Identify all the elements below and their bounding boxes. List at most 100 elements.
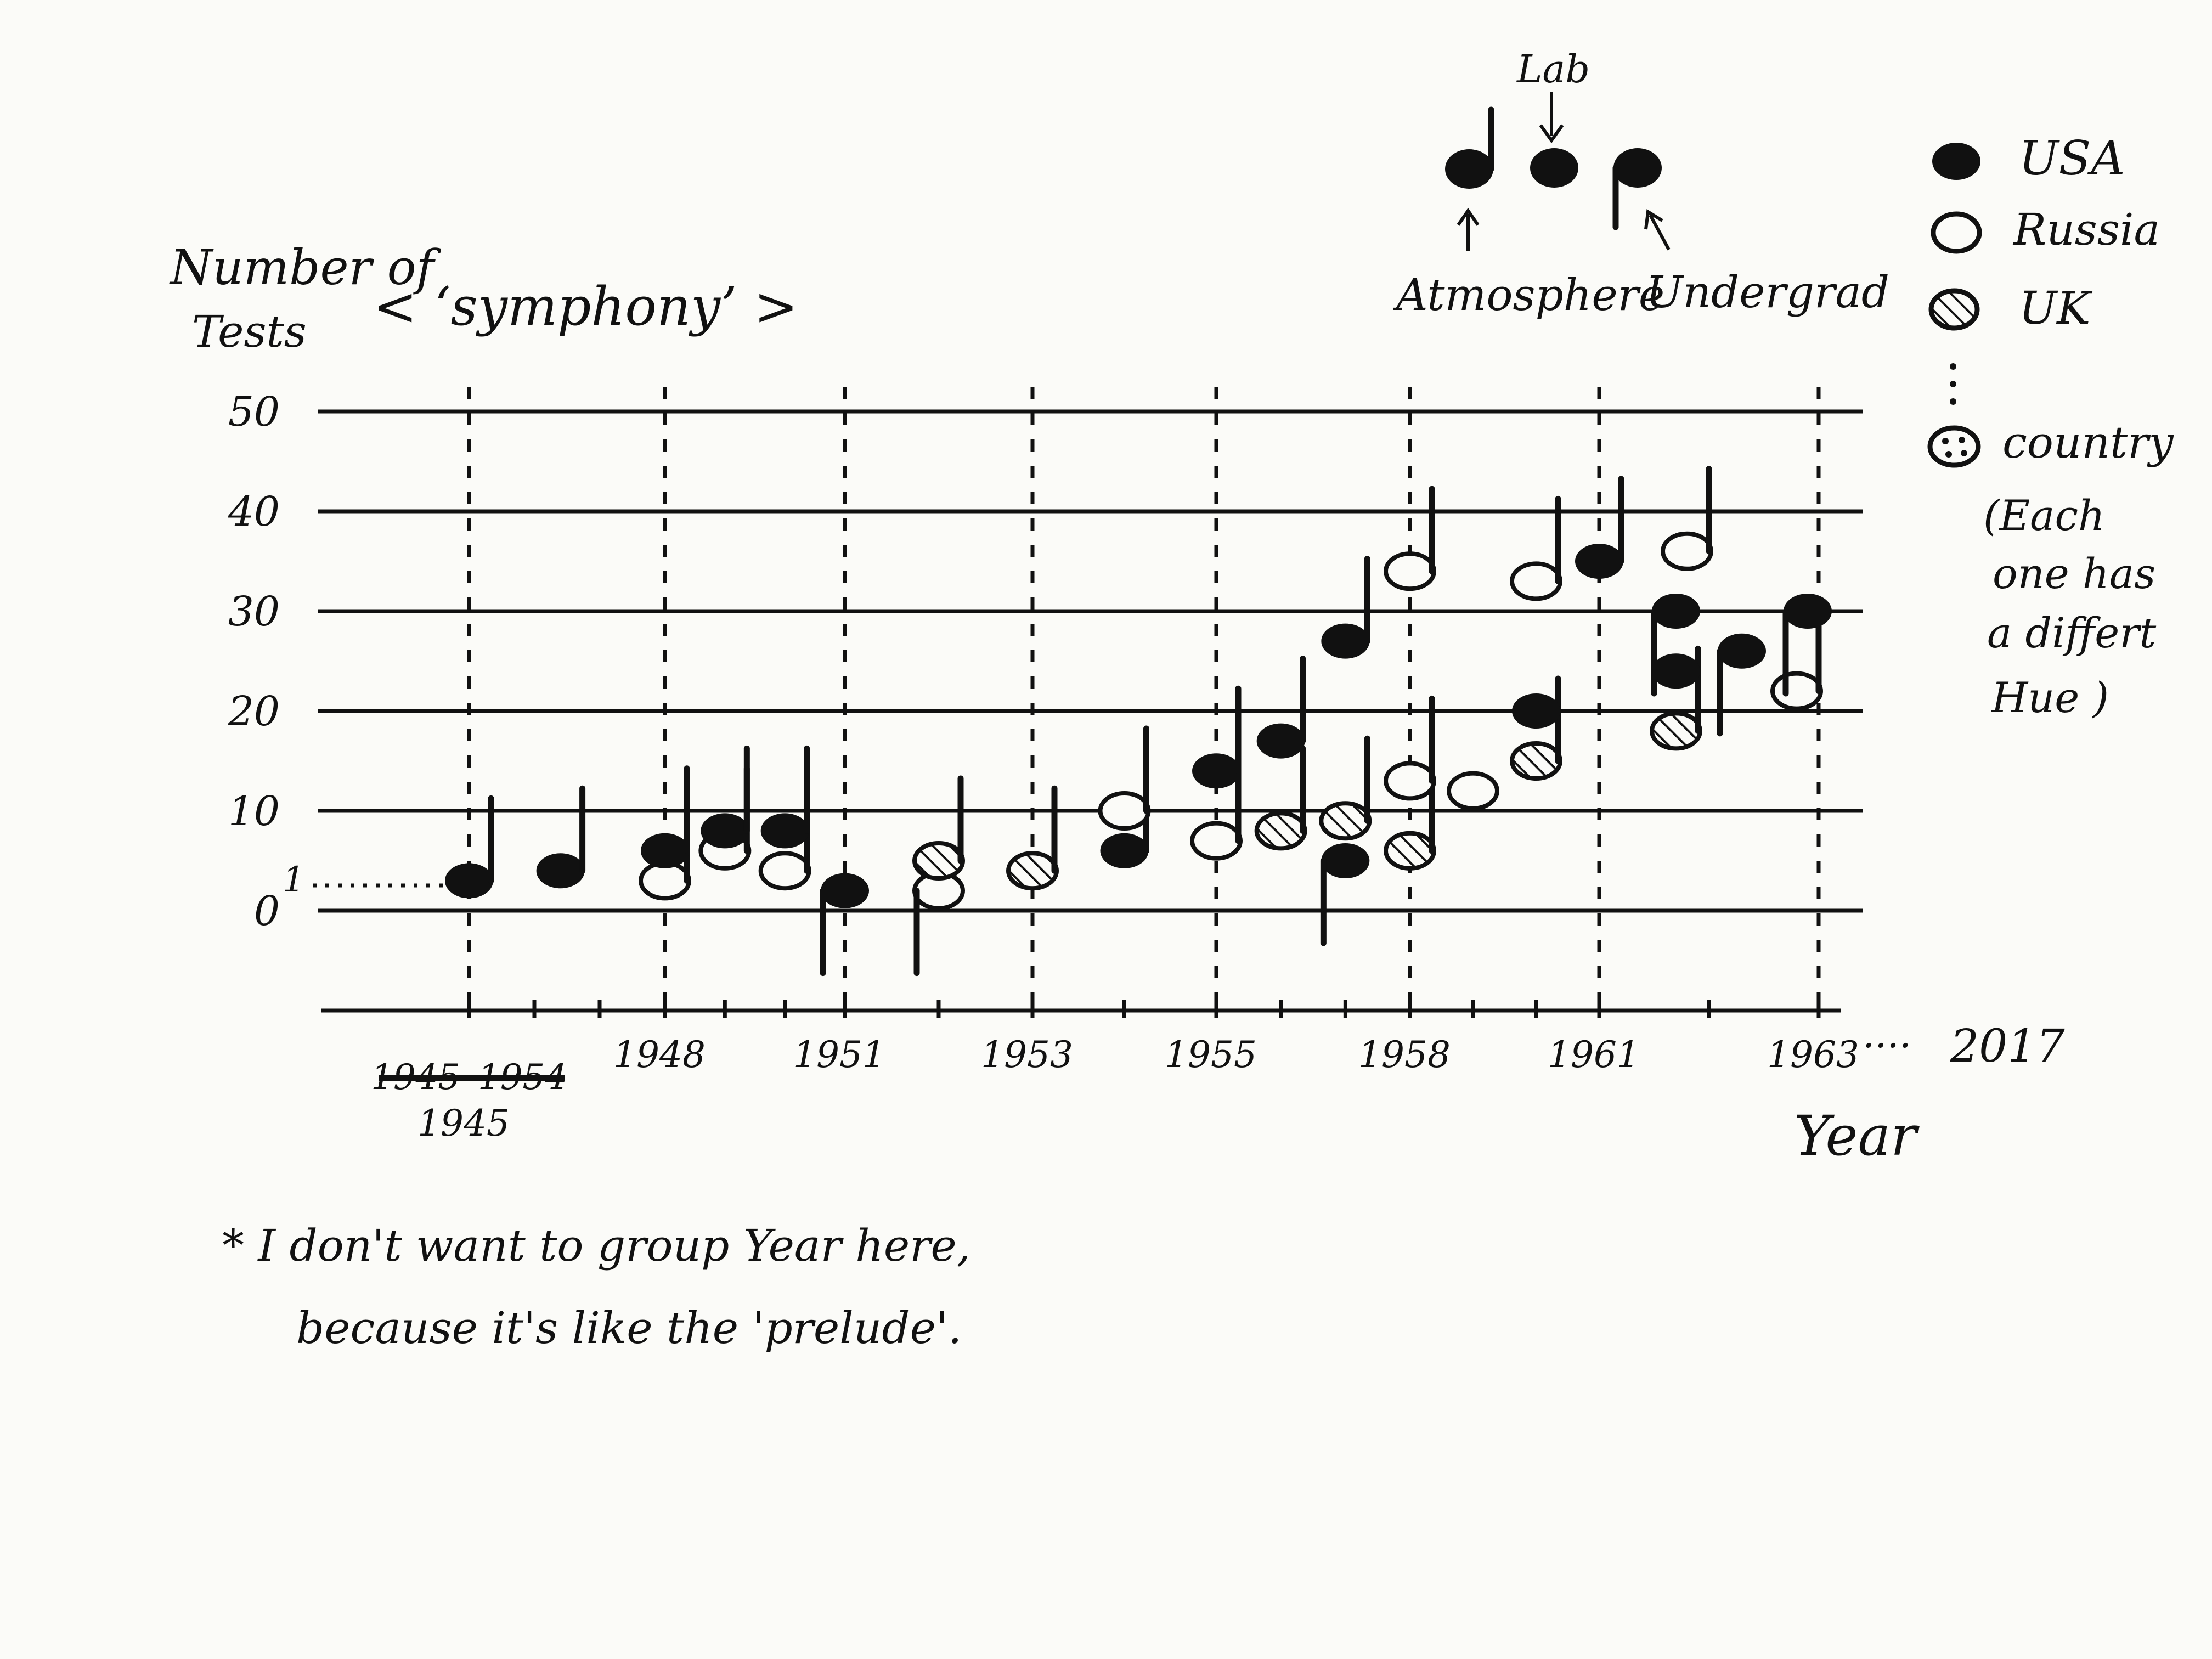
footnote-line-1: * I don't want to group Year here, — [222, 1220, 970, 1271]
x-tick-label-1953: 1953 — [981, 1034, 1073, 1076]
note-head — [1652, 594, 1700, 629]
legend-uk-swatch — [1928, 288, 1980, 331]
note-head — [758, 851, 811, 891]
y-axis-label-line-1: Number of — [169, 239, 442, 296]
note-head — [1006, 851, 1059, 891]
note-usa-underground-33 — [1717, 633, 1766, 737]
note-head — [1770, 671, 1823, 711]
staff-gridlines — [318, 409, 1863, 913]
y-tick-label-30: 30 — [228, 588, 280, 635]
legend-russia-label: Russia — [2012, 204, 2160, 255]
note-uk-atmosphere-16 — [1254, 745, 1307, 851]
y-tick-label-10: 10 — [228, 788, 280, 835]
note-head — [536, 853, 585, 889]
key-underground-arrowhead — [1644, 209, 1663, 230]
note-usa-underground-31 — [1651, 594, 1700, 697]
note-head — [1384, 831, 1436, 871]
note-head — [1447, 771, 1499, 811]
note-head — [1661, 531, 1713, 571]
legend-usa-swatch — [1932, 143, 1980, 180]
key-atmosphere-arrowhead — [1457, 207, 1480, 226]
note-uk-atmosphere-19 — [1319, 735, 1372, 841]
legend-russia-swatch — [1931, 211, 1982, 254]
key-underground-arrow — [1649, 214, 1671, 251]
y-tick-label-20: 20 — [228, 688, 280, 735]
y-axis-label-line-2: Tests — [192, 306, 307, 357]
note-head — [1512, 693, 1560, 729]
legend-country-swatch — [1927, 425, 1981, 468]
x-axis-end-dots: ···· — [1863, 1023, 1911, 1068]
legend-usa-label: USA — [2019, 131, 2125, 186]
note-russia-atmosphere-27 — [1510, 495, 1562, 601]
x-tick-label-1951: 1951 — [793, 1034, 885, 1076]
note-head — [1321, 623, 1370, 659]
note-usa-atmosphere-17 — [1256, 656, 1306, 759]
note-uk-atmosphere-25 — [1510, 675, 1562, 781]
year-guides — [467, 387, 1821, 1015]
note-uk-atmosphere-21 — [1384, 765, 1436, 871]
x-tick-label-1961: 1961 — [1548, 1034, 1640, 1076]
key-lab-arrowhead — [1539, 124, 1564, 144]
note-head — [1384, 761, 1436, 801]
note-russia-atmosphere-32 — [1661, 466, 1713, 571]
note-head — [639, 861, 691, 901]
note-head — [1098, 791, 1151, 831]
legend-country-label: country — [2002, 417, 2174, 468]
legend-note-line-4: Hue ) — [1990, 673, 2109, 722]
note-head — [641, 833, 689, 868]
note-usa-atmosphere-7 — [760, 745, 810, 849]
x-tick-label-1958: 1958 — [1358, 1034, 1451, 1076]
note-head — [701, 813, 749, 849]
note-head — [1510, 741, 1562, 781]
note-head — [1575, 544, 1623, 579]
x-tick-label-1955: 1955 — [1165, 1034, 1257, 1076]
note-head — [1510, 561, 1562, 601]
key-lab-note — [1530, 148, 1578, 188]
y-axis-ticks: 0 10 20 30 40 50 — [228, 388, 280, 935]
note-head — [1100, 833, 1149, 868]
key-atmosphere-label: Atmosphere — [1392, 269, 1664, 320]
note-head — [1190, 821, 1243, 861]
legend: USA Russia UK country (Each one has a di… — [1927, 131, 2174, 722]
y-tick-label-0: 0 — [254, 888, 280, 935]
x-axis-end-label: 2017 — [1950, 1020, 2066, 1073]
note-head — [1319, 801, 1372, 841]
note-usa-atmosphere-20 — [1321, 556, 1370, 659]
note-head — [912, 841, 965, 881]
note-usa-atmosphere-5 — [701, 745, 750, 849]
note-head — [1384, 551, 1436, 591]
note-usa-underground-18 — [1320, 843, 1370, 946]
note-head — [1652, 653, 1700, 689]
x-axis-label: Year — [1794, 1104, 1920, 1168]
legend-more-dots — [1950, 363, 1956, 405]
y-tick-label-40: 40 — [228, 488, 280, 535]
note-head — [1784, 594, 1832, 629]
note-uk-atmosphere-29 — [1650, 645, 1702, 751]
note-usa-underground-8 — [820, 873, 869, 977]
key-atmosphere-note — [1445, 106, 1494, 189]
note-head — [445, 863, 493, 899]
note-russia-atmosphere-23 — [1384, 486, 1436, 591]
note-head — [1718, 633, 1766, 669]
note-usa-atmosphere-28 — [1575, 476, 1624, 579]
note-head — [1254, 811, 1307, 851]
legend-note-line-1: (Each — [1983, 491, 2105, 540]
note-head — [1192, 753, 1240, 789]
note-uk-atmosphere-11 — [1006, 785, 1059, 891]
note-usa-underground-35 — [1782, 594, 1832, 697]
x-axis-minor-ticks — [467, 1000, 1821, 1018]
legend-uk-label: UK — [2019, 283, 2093, 335]
note-russia-atmosphere-13 — [1098, 725, 1151, 831]
key-underground-note — [1612, 148, 1662, 230]
note-uk-atmosphere-10 — [912, 775, 965, 881]
data-notes — [445, 466, 1832, 977]
note-usa-lab-30 — [1652, 653, 1700, 689]
note-usa-atmosphere-0 — [445, 795, 494, 899]
note-russia-atmosphere-22 — [1384, 695, 1436, 801]
key-underground-label: Undergrad — [1646, 267, 1889, 318]
x-tick-label-1948: 1948 — [613, 1034, 706, 1076]
x-tick-label-1963: 1963 — [1767, 1034, 1859, 1076]
note-russia-lab-24 — [1447, 771, 1499, 811]
